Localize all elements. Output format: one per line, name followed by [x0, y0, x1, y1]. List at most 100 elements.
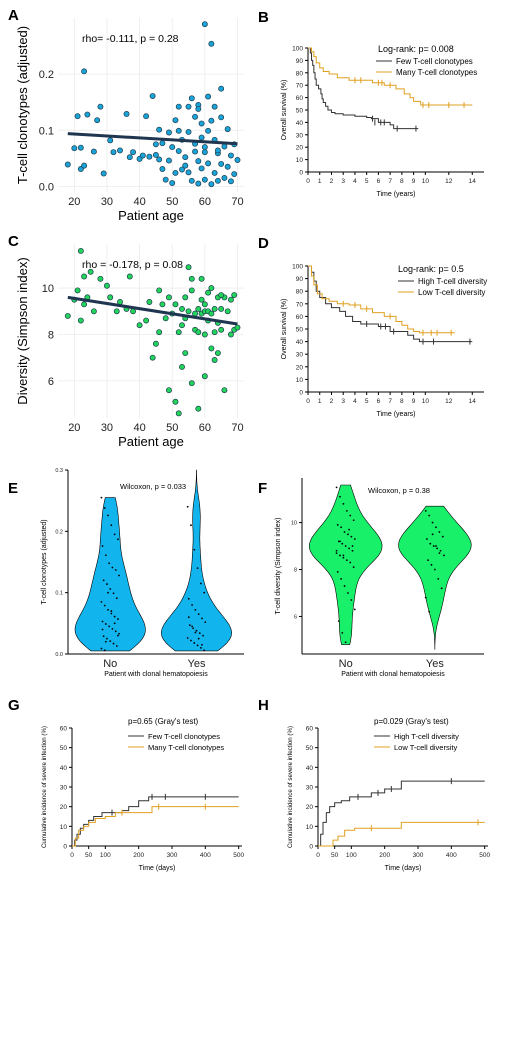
violin-point	[431, 533, 434, 536]
trend-line	[67, 295, 238, 326]
data-point	[107, 137, 114, 144]
data-point	[195, 158, 202, 165]
panel-letter-G: G	[8, 697, 20, 714]
violin-point	[344, 545, 347, 547]
panel-letter-H: H	[258, 697, 269, 714]
data-point	[211, 306, 218, 312]
data-point	[90, 148, 97, 155]
data-point	[211, 103, 218, 110]
data-point	[175, 127, 182, 134]
violin-point	[104, 554, 107, 557]
data-point	[126, 273, 133, 280]
data-point	[224, 308, 231, 315]
x-tick-label: 9	[412, 178, 416, 185]
data-point	[64, 312, 71, 319]
x-tick-label: 14	[469, 178, 477, 185]
violin-point	[350, 599, 353, 601]
violin-point	[429, 542, 432, 545]
y-tick-label: 50	[296, 108, 304, 115]
data-point	[152, 340, 159, 347]
series-line	[318, 780, 485, 847]
y-tick-label: 40	[296, 120, 304, 127]
data-point	[152, 152, 159, 158]
data-point	[224, 163, 231, 170]
data-point	[149, 93, 156, 99]
data-point	[175, 410, 182, 417]
data-point	[172, 169, 179, 176]
x-axis-label: Time (years)	[376, 191, 415, 198]
violin-point	[114, 630, 117, 633]
y-tick-label: 0.2	[55, 529, 63, 535]
data-point	[107, 294, 114, 301]
x-tick-label: 4	[353, 178, 357, 185]
data-point	[205, 127, 212, 134]
data-point	[74, 113, 81, 120]
data-point	[208, 181, 215, 188]
y-tick-label: 30	[296, 132, 304, 139]
stat-annotation: Wilcoxon, p = 0.033	[120, 482, 186, 491]
data-point	[146, 299, 153, 305]
violin-point	[339, 495, 341, 498]
y-tick-label: 10	[42, 283, 54, 295]
violin-point	[198, 632, 201, 635]
violin-point	[335, 486, 338, 489]
violin-point	[345, 559, 348, 562]
data-point	[130, 149, 137, 156]
legend-label: Low T-cell diversity	[418, 288, 485, 297]
data-point	[64, 161, 71, 168]
x-tick-label: 40	[133, 422, 145, 434]
data-point	[130, 308, 137, 315]
data-point	[172, 398, 179, 405]
y-tick-label: 80	[296, 289, 304, 296]
data-point	[156, 126, 163, 133]
violin-point	[101, 628, 104, 631]
data-point	[195, 105, 202, 112]
violin-point	[103, 649, 106, 652]
data-point	[172, 117, 179, 124]
data-point	[81, 162, 88, 169]
y-tick-label: 100	[292, 46, 303, 53]
data-point	[77, 317, 84, 324]
stat-annotation: p=0.65 (Gray's test)	[128, 717, 199, 726]
data-point	[143, 113, 150, 120]
panel-letter-B: B	[258, 9, 269, 26]
violin-point	[342, 502, 345, 505]
violin-point	[199, 582, 202, 585]
violin-point	[115, 597, 118, 600]
violin-point	[117, 538, 119, 541]
y-tick-label: 30	[306, 785, 314, 792]
data-point	[218, 292, 225, 298]
x-tick-label: 0	[316, 852, 320, 859]
data-point	[90, 308, 97, 315]
y-tick-label: 0	[299, 170, 303, 177]
data-point	[185, 308, 192, 315]
x-tick-label: 30	[101, 422, 113, 434]
x-tick-label: 20	[68, 422, 80, 434]
x-tick-label: 3	[341, 178, 345, 185]
data-point	[159, 166, 166, 172]
x-tick-label: 5	[365, 178, 369, 185]
data-point	[103, 282, 110, 289]
y-tick-label: 60	[60, 726, 68, 733]
data-point	[159, 301, 166, 308]
data-point	[172, 301, 179, 308]
x-tick-label: 2	[330, 398, 334, 405]
data-point	[179, 322, 185, 329]
data-point	[208, 285, 215, 292]
legend-label: Many T-cell clonotypes	[148, 743, 224, 752]
series-line	[308, 265, 473, 343]
data-point	[218, 306, 225, 312]
violin-point	[353, 608, 356, 611]
x-tick-label: 30	[101, 196, 113, 208]
violin-point	[201, 643, 203, 646]
y-tick-label: 8	[294, 568, 297, 574]
y-tick-label: 40	[296, 339, 304, 346]
violin-point	[188, 624, 191, 627]
x-axis-label: Patient with clonal hematopoiesis	[104, 671, 208, 678]
violin-point	[113, 622, 116, 625]
series-line	[308, 47, 473, 106]
data-point	[182, 154, 189, 161]
x-tick-label: 300	[413, 852, 424, 859]
violin-point	[108, 625, 111, 628]
